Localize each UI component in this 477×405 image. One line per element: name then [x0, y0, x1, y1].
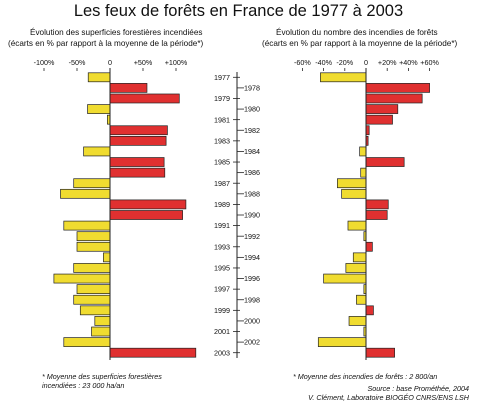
- left-bar-1986: [109, 167, 166, 178]
- year-label-1978: 1978: [244, 83, 260, 92]
- left-bar-1997: [76, 284, 111, 294]
- right-bar-1994: [352, 252, 367, 263]
- year-label-1983: 1983: [214, 136, 230, 145]
- left-footnote-line1: * Moyenne des superficies forestières: [42, 372, 162, 381]
- right-bar-1985: [365, 157, 405, 167]
- left-bar-1999: [79, 305, 111, 316]
- right-bar-1986: [360, 167, 367, 178]
- left-footnote-line2: incendiées : 23 000 ha/an: [42, 381, 125, 390]
- right-tick-label: +20%: [378, 58, 397, 67]
- year-label-1985: 1985: [214, 158, 230, 167]
- right-bar-1996: [323, 273, 367, 284]
- right-footnote: * Moyenne des incendies de forêts : 2 80…: [293, 372, 438, 381]
- right-bar-1993: [365, 241, 373, 252]
- right-bar-1977: [320, 72, 367, 83]
- year-label-1984: 1984: [244, 147, 260, 156]
- year-label-1986: 1986: [244, 168, 260, 177]
- right-bar-1979: [365, 93, 423, 104]
- left-bar-1977: [87, 72, 111, 83]
- right-tick-label: -60%: [294, 58, 311, 67]
- left-tick-label: -100%: [34, 58, 55, 67]
- right-tick-label: +40%: [399, 58, 418, 67]
- left-bar-1983: [109, 136, 167, 146]
- year-label-2002: 2002: [244, 338, 260, 347]
- left-bar-1979: [109, 93, 180, 104]
- year-label-2003: 2003: [214, 348, 230, 357]
- right-bar-2003: [365, 347, 395, 358]
- left-bar-1992: [76, 231, 111, 242]
- right-bar-1990: [365, 210, 388, 220]
- right-bar-1978: [365, 83, 430, 93]
- left-bar-1985: [109, 157, 165, 167]
- left-bar-1991: [63, 220, 111, 231]
- year-label-1982: 1982: [244, 126, 260, 135]
- year-label-1977: 1977: [214, 73, 230, 82]
- right-bar-1984: [359, 146, 367, 157]
- left-bar-2001: [91, 326, 111, 337]
- left-bar-1980: [87, 104, 111, 114]
- left-bar-1998: [73, 294, 111, 305]
- year-label-1997: 1997: [214, 285, 230, 294]
- left-bar-1982: [109, 125, 168, 136]
- left-subtitle-line2: (écarts en % par rapport à la moyenne de…: [8, 39, 204, 48]
- right-bar-1980: [365, 104, 399, 114]
- year-label-2000: 2000: [244, 317, 260, 326]
- left-bar-1984: [83, 146, 111, 157]
- left-bar-1978: [109, 83, 148, 93]
- right-bar-1991: [347, 220, 367, 231]
- year-label-1987: 1987: [214, 179, 230, 188]
- left-bar-2000: [94, 316, 111, 326]
- credit-note: V. Clément, Laboratoire BIOGÉO CNRS/ENS …: [308, 393, 469, 402]
- left-bar-1987: [73, 178, 111, 189]
- right-bar-1988: [341, 188, 367, 199]
- year-label-1994: 1994: [244, 253, 260, 262]
- left-tick-label: -50%: [69, 58, 86, 67]
- right-tick-label: -20%: [336, 58, 353, 67]
- right-bar-1999: [365, 305, 374, 316]
- year-label-1996: 1996: [244, 274, 260, 283]
- year-label-1992: 1992: [244, 232, 260, 241]
- right-tick-label: +60%: [420, 58, 439, 67]
- year-label-1989: 1989: [214, 200, 230, 209]
- year-label-1981: 1981: [214, 115, 230, 124]
- right-bar-1989: [365, 199, 389, 210]
- year-label-1993: 1993: [214, 242, 230, 251]
- right-bar-1981: [365, 114, 393, 125]
- right-bar-1998: [356, 294, 367, 305]
- left-bar-2002: [63, 337, 111, 347]
- source-note: Source : base Prométhée, 2004: [367, 384, 470, 393]
- right-tick-label: 0: [364, 58, 368, 67]
- year-label-1991: 1991: [214, 221, 230, 230]
- year-label-1980: 1980: [244, 105, 260, 114]
- left-bar-1993: [76, 241, 111, 252]
- left-subtitle-line1: Évolution des superficies forestières in…: [30, 28, 203, 37]
- year-label-1988: 1988: [244, 189, 260, 198]
- left-bar-1990: [109, 210, 183, 220]
- left-bar-1996: [53, 273, 111, 284]
- year-label-2001: 2001: [214, 327, 230, 336]
- right-bar-2000: [348, 316, 367, 326]
- left-tick-label: +50%: [134, 58, 153, 67]
- year-label-1990: 1990: [244, 211, 260, 220]
- right-subtitle-line1: Évolution du nombre des incendies de for…: [276, 28, 438, 37]
- right-bar-1995: [345, 263, 367, 273]
- right-bar-1987: [337, 178, 367, 189]
- right-tick-label: -40%: [315, 58, 332, 67]
- right-subtitle-line2: (écarts en % par rapport à la moyenne de…: [262, 39, 458, 48]
- left-bar-1995: [73, 263, 111, 273]
- year-label-1999: 1999: [214, 306, 230, 315]
- left-bar-1989: [109, 199, 187, 210]
- year-label-1995: 1995: [214, 264, 230, 273]
- year-label-1998: 1998: [244, 295, 260, 304]
- right-bar-2002: [317, 337, 367, 347]
- year-label-1979: 1979: [214, 94, 230, 103]
- left-bar-1994: [103, 252, 111, 263]
- left-tick-label: 0: [108, 58, 112, 67]
- left-bar-1988: [60, 188, 111, 199]
- left-bar-2003: [109, 347, 197, 358]
- page-title: Les feux de forêts en France de 1977 à 2…: [73, 2, 404, 20]
- left-tick-label: +100%: [165, 58, 188, 67]
